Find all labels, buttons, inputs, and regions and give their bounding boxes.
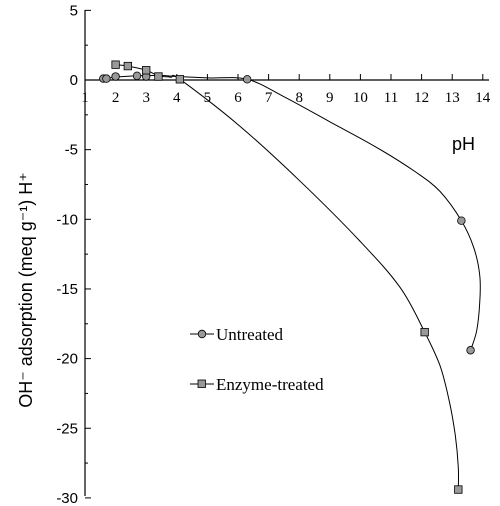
series-line-untreated [103,74,481,351]
y-tick-label: 5 [70,2,78,19]
legend: Untreated Enzyme-treated [190,325,324,394]
series-layer [99,60,481,494]
x-tick-label: 6 [234,90,242,106]
y-tick-label: 0 [70,72,78,89]
x-ticks: 1 2 3 4 5 6 7 8 9 10 11 12 13 14 [81,74,491,106]
x-tick-label: 5 [204,90,212,106]
data-point-untreated [457,216,466,225]
y-tick-label: -25 [56,420,78,437]
x-tick-label: 14 [475,90,491,106]
x-tick-label: 2 [112,90,120,106]
x-tick-label: 11 [384,90,398,106]
data-point-enzyme-treated [454,485,463,494]
data-point-enzyme-treated [142,66,151,75]
x-tick-label: 1 [81,90,89,106]
data-point-untreated [242,75,252,84]
data-point-enzyme-treated [123,61,132,71]
data-point-untreated [102,74,111,83]
data-point-untreated [111,72,120,81]
data-point-untreated [132,71,142,81]
y-axis-title: OH⁻ adsorption (meq g⁻¹) H⁺ [16,172,36,408]
data-point-enzyme-treated [111,60,120,69]
y-tick-label: -20 [56,351,78,368]
y-tick-label: -30 [56,490,78,506]
legend-label-untreated: Untreated [216,325,284,344]
y-tick-label: -15 [56,281,78,298]
x-tick-label: 13 [445,90,460,106]
x-tick-label: 12 [414,90,429,106]
x-tick-label: 7 [265,90,273,106]
x-tick-label: 10 [353,90,368,106]
data-point-enzyme-treated [420,327,429,337]
data-point-enzyme-treated [175,75,185,84]
legend-label-enzyme-treated: Enzyme-treated [216,375,324,394]
data-point-untreated [466,346,475,355]
x-tick-label: 9 [326,90,334,106]
legend-marker-enzyme-treated [197,379,206,388]
x-axis-title: pH [452,134,475,154]
x-tick-label: 8 [295,90,303,106]
legend-marker-untreated [197,329,207,339]
y-tick-label: -10 [56,211,78,228]
x-tick-label: 4 [173,90,181,106]
y-tick-label: -5 [65,142,78,159]
data-point-enzyme-treated [154,72,163,81]
series-line-enzyme-treated [115,64,460,490]
y-ticks: 5 0 -5 -10 -15 -20 -25 -30 [56,2,91,506]
x-tick-label: 3 [142,90,150,106]
